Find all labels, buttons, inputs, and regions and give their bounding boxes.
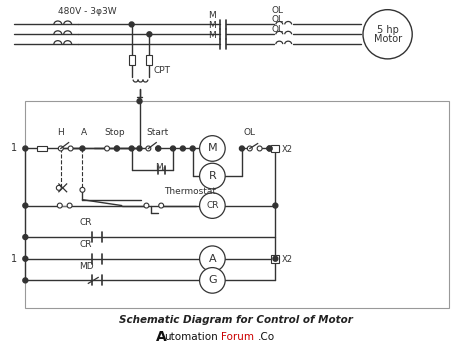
Circle shape [200,163,225,189]
Text: 480V - 3φ3W: 480V - 3φ3W [58,6,117,16]
Text: M: M [208,144,217,154]
Circle shape [137,146,142,151]
Circle shape [200,246,225,272]
Text: CR: CR [79,240,92,249]
Text: Stop: Stop [104,128,125,137]
Circle shape [267,146,272,151]
Circle shape [67,203,72,208]
Circle shape [146,146,151,151]
Bar [129,55,135,65]
Circle shape [105,146,110,151]
Bar [25,101,449,308]
Text: M: M [209,11,216,20]
Circle shape [23,146,28,151]
Text: .Co: .Co [258,332,275,342]
Circle shape [23,235,28,240]
Circle shape [23,256,28,261]
Circle shape [59,146,63,151]
Circle shape [57,203,62,208]
Circle shape [56,185,61,190]
Circle shape [239,146,244,151]
Text: R: R [209,171,216,181]
Text: CPT: CPT [153,66,170,75]
Text: Forum: Forum [221,332,254,342]
Text: M: M [209,31,216,40]
Text: OL: OL [271,25,284,34]
Text: X2: X2 [281,255,292,264]
Circle shape [129,22,134,27]
Text: OL: OL [271,6,284,15]
Circle shape [267,146,272,151]
Circle shape [114,146,119,151]
Text: Start: Start [146,128,169,137]
Circle shape [200,136,225,161]
Text: X2: X2 [281,145,292,154]
Text: OL: OL [271,15,284,24]
Text: CR: CR [79,218,92,227]
Circle shape [200,193,225,218]
Circle shape [273,256,278,261]
Text: H: H [57,128,64,137]
Circle shape [80,146,85,151]
Text: Schematic Diagram for Control of Motor: Schematic Diagram for Control of Motor [119,315,353,325]
Circle shape [257,146,262,151]
Circle shape [156,146,160,151]
Circle shape [68,146,73,151]
Circle shape [23,203,28,208]
Circle shape [137,99,142,104]
Circle shape [114,146,119,151]
Text: A: A [156,331,167,345]
Circle shape [129,146,134,151]
Bar [37,146,47,151]
Circle shape [273,203,278,208]
Text: Thermostat: Thermostat [164,187,216,196]
Bar [271,255,279,263]
Text: CR: CR [206,201,219,210]
Circle shape [200,268,225,293]
Text: M: M [209,21,216,30]
Text: OL: OL [244,128,256,137]
Text: MD: MD [79,262,94,271]
Text: A: A [80,128,86,137]
Text: 1: 1 [11,254,17,264]
Text: utomation: utomation [164,332,218,342]
Circle shape [147,32,152,37]
Circle shape [23,278,28,283]
Bar [271,145,279,152]
Text: 5 hp: 5 hp [377,25,398,35]
Circle shape [159,203,164,208]
Circle shape [363,10,412,59]
Text: G: G [208,275,217,285]
Circle shape [144,203,149,208]
Bar [146,55,152,65]
Circle shape [170,146,176,151]
Circle shape [80,187,85,192]
Circle shape [156,146,160,151]
Text: 1: 1 [11,144,17,154]
Text: Motor: Motor [373,34,402,44]
Circle shape [180,146,185,151]
Circle shape [247,146,252,151]
Circle shape [190,146,195,151]
Text: A: A [209,254,216,264]
Text: Mₐ: Mₐ [155,163,167,172]
